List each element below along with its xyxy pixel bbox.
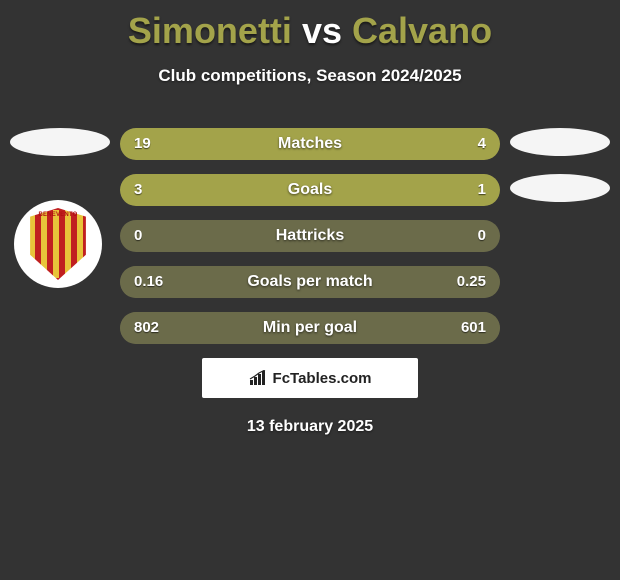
stat-row: 0.160.25Goals per match: [120, 266, 500, 298]
player1-name: Simonetti: [128, 10, 292, 51]
player1-badge-oval: [10, 128, 110, 156]
stat-bars-container: 194Matches 31Goals 00Hattricks 0.160.25Goal…: [120, 128, 500, 344]
stat-row: 00Hattricks: [120, 220, 500, 252]
crest-shield: BENEVENTO: [27, 208, 89, 280]
stat-label: Matches: [120, 128, 500, 160]
date-line: 13 february 2025: [0, 418, 620, 436]
footer-site: FcTables.com: [273, 370, 372, 387]
stat-label: Hattricks: [120, 220, 500, 252]
player2-badge-oval-2: [510, 174, 610, 202]
club-crest: BENEVENTO: [14, 200, 102, 288]
stat-row: 194Matches: [120, 128, 500, 160]
stat-label: Goals per match: [120, 266, 500, 298]
footer-branding: FcTables.com: [202, 358, 418, 398]
player2-name: Calvano: [352, 10, 492, 51]
comparison-area: BENEVENTO 194Matches 31Goals 00Hattricks 0.…: [0, 128, 620, 344]
stat-row: 31Goals: [120, 174, 500, 206]
crest-circle: BENEVENTO: [14, 200, 102, 288]
stat-row: 802601Min per goal: [120, 312, 500, 344]
page-title: Simonetti vs Calvano: [0, 0, 620, 52]
chart-icon: [249, 370, 267, 386]
crest-label: BENEVENTO: [27, 212, 89, 218]
player2-badge-oval-1: [510, 128, 610, 156]
crest-stripes: [27, 208, 89, 280]
stat-label: Goals: [120, 174, 500, 206]
subtitle: Club competitions, Season 2024/2025: [0, 66, 620, 86]
stat-label: Min per goal: [120, 312, 500, 344]
vs-text: vs: [302, 10, 342, 51]
